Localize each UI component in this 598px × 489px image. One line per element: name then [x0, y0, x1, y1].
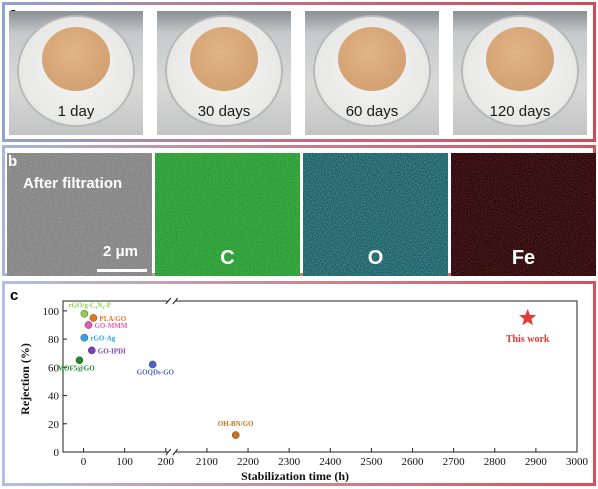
- panel-a: a 1 day 30 days 60 days 120 days: [2, 2, 596, 142]
- panel-b: b After filtration 2 μm C O: [2, 145, 596, 276]
- panel-c: c 0 20 40 60 80 100 0 100 200 2100 2200 2300 2400 250…: [2, 281, 596, 486]
- data-point: [84, 321, 93, 329]
- photo-day-60: 60 days: [305, 11, 439, 135]
- x-tick-label: 2600: [402, 456, 425, 468]
- this-work-label: This work: [506, 334, 550, 345]
- data-point-label: GO-IPDI: [98, 347, 126, 355]
- photo-caption: 1 day: [57, 103, 95, 120]
- sem-title: After filtration: [23, 175, 123, 192]
- plot-area: 0 20 40 60 80 100 0 100 200 2100 2200 2300 2400 2500 2…: [43, 297, 589, 468]
- x-tick-label: 0: [81, 456, 87, 468]
- eds-texture: [155, 153, 300, 276]
- eds-map-o: O: [303, 153, 448, 276]
- eds-texture: [451, 153, 596, 276]
- data-point: [80, 333, 89, 342]
- photo-day-30: 30 days: [157, 11, 291, 135]
- x-tick-label: 2300: [278, 456, 301, 468]
- data-point: [87, 346, 96, 355]
- plot-frame: [62, 300, 578, 453]
- y-tick-label: 80: [48, 334, 60, 346]
- x-axis-label: Stabilization time (h): [241, 469, 349, 483]
- eds-texture: [303, 153, 448, 276]
- panel-b-label: b: [8, 153, 18, 170]
- this-work-star: [519, 308, 537, 326]
- membrane-disc: [486, 27, 554, 91]
- eds-map-label: C: [220, 247, 235, 269]
- membrane-disc: [338, 27, 406, 91]
- x-tick-label: 3000: [566, 456, 589, 468]
- photo-day-120: 120 days: [453, 11, 587, 135]
- x-tick-label: 2700: [443, 456, 466, 468]
- eds-map-fe: Fe: [451, 153, 596, 276]
- axis-break-mark: [172, 297, 179, 305]
- data-point-label: PLA/GO: [99, 315, 126, 323]
- data-point: [148, 360, 157, 369]
- membrane-disc: [42, 27, 110, 91]
- data-point: [75, 356, 84, 365]
- axis-break-mark: [165, 448, 172, 456]
- y-tick-label: 100: [43, 306, 60, 318]
- sem-image: b After filtration 2 μm: [7, 153, 152, 276]
- y-tick-label: 40: [48, 391, 60, 403]
- photo-caption: 60 days: [345, 103, 399, 120]
- x-tick-label: 200: [158, 456, 175, 468]
- y-tick-label: 20: [48, 419, 60, 431]
- scale-bar-label: 2 μm: [103, 243, 139, 260]
- data-point-label: OH-BN/GO: [218, 420, 254, 428]
- y-tick-label: 60: [48, 362, 60, 374]
- x-tick-label: 2200: [237, 456, 260, 468]
- photo-caption: 30 days: [197, 103, 251, 120]
- scatter-chart: 0 20 40 60 80 100 0 100 200 2100 2200 2300 2400 2500 2…: [18, 297, 589, 483]
- membrane-disc: [190, 27, 258, 91]
- x-tick-label: 2800: [484, 456, 507, 468]
- data-point: [231, 431, 240, 439]
- axis-break-gap-bottom: [167, 448, 176, 456]
- data-point-label: GOQDs-GO: [137, 369, 175, 377]
- panel-c-label: c: [10, 287, 19, 304]
- photo-day-1: 1 day: [9, 11, 143, 135]
- x-tick-label: 2900: [525, 456, 548, 468]
- y-tick-label: 0: [54, 447, 60, 459]
- eds-map-c: C: [155, 153, 300, 276]
- photo-caption: 120 days: [489, 103, 551, 120]
- data-point: [89, 314, 98, 322]
- axis-break-gap-top: [167, 297, 176, 305]
- eds-map-label: O: [367, 247, 384, 269]
- x-tick-label: 2400: [319, 456, 342, 468]
- x-tick-label: 2100: [196, 456, 219, 468]
- axis-break-mark: [172, 448, 179, 456]
- data-point-label: rGO-Ag: [90, 335, 115, 343]
- data-point-label: MOF5@GO: [57, 364, 95, 372]
- x-tick-label: 2500: [360, 456, 383, 468]
- y-axis-label: Rejection (%): [18, 343, 32, 415]
- sem-texture: [7, 153, 152, 276]
- eds-map-label: Fe: [511, 247, 536, 269]
- axis-break-mark: [165, 297, 172, 305]
- data-point-label: GO-MMM: [94, 322, 127, 330]
- x-tick-label: 100: [116, 456, 133, 468]
- scale-bar: [97, 269, 147, 272]
- data-point-label: rGO/g-C₃N₄-P: [68, 302, 111, 310]
- data-point: [80, 309, 89, 318]
